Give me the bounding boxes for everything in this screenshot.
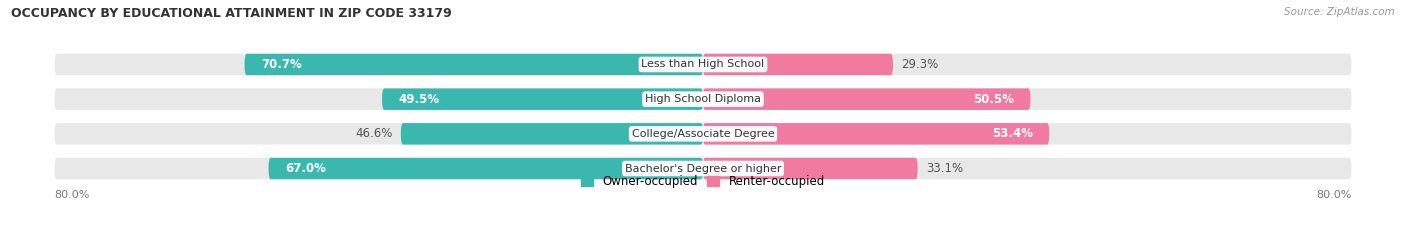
Text: OCCUPANCY BY EDUCATIONAL ATTAINMENT IN ZIP CODE 33179: OCCUPANCY BY EDUCATIONAL ATTAINMENT IN Z… <box>11 7 451 20</box>
Text: 29.3%: 29.3% <box>901 58 938 71</box>
FancyBboxPatch shape <box>245 54 703 75</box>
Text: 46.6%: 46.6% <box>356 127 392 140</box>
Text: 80.0%: 80.0% <box>1316 190 1351 200</box>
FancyBboxPatch shape <box>703 123 1049 145</box>
Text: Bachelor's Degree or higher: Bachelor's Degree or higher <box>624 164 782 174</box>
Text: 49.5%: 49.5% <box>398 93 439 106</box>
FancyBboxPatch shape <box>55 158 1351 179</box>
Text: High School Diploma: High School Diploma <box>645 94 761 104</box>
FancyBboxPatch shape <box>269 158 703 179</box>
Legend: Owner-occupied, Renter-occupied: Owner-occupied, Renter-occupied <box>576 170 830 193</box>
FancyBboxPatch shape <box>703 54 893 75</box>
Text: College/Associate Degree: College/Associate Degree <box>631 129 775 139</box>
Text: Less than High School: Less than High School <box>641 59 765 69</box>
Text: 33.1%: 33.1% <box>925 162 963 175</box>
Text: 80.0%: 80.0% <box>55 190 90 200</box>
Text: Source: ZipAtlas.com: Source: ZipAtlas.com <box>1284 7 1395 17</box>
Text: 50.5%: 50.5% <box>973 93 1014 106</box>
FancyBboxPatch shape <box>382 88 703 110</box>
Text: 67.0%: 67.0% <box>285 162 326 175</box>
FancyBboxPatch shape <box>55 88 1351 110</box>
FancyBboxPatch shape <box>703 88 1031 110</box>
FancyBboxPatch shape <box>55 54 1351 75</box>
FancyBboxPatch shape <box>55 123 1351 145</box>
Text: 70.7%: 70.7% <box>260 58 301 71</box>
FancyBboxPatch shape <box>401 123 703 145</box>
Text: 53.4%: 53.4% <box>993 127 1033 140</box>
FancyBboxPatch shape <box>703 158 918 179</box>
